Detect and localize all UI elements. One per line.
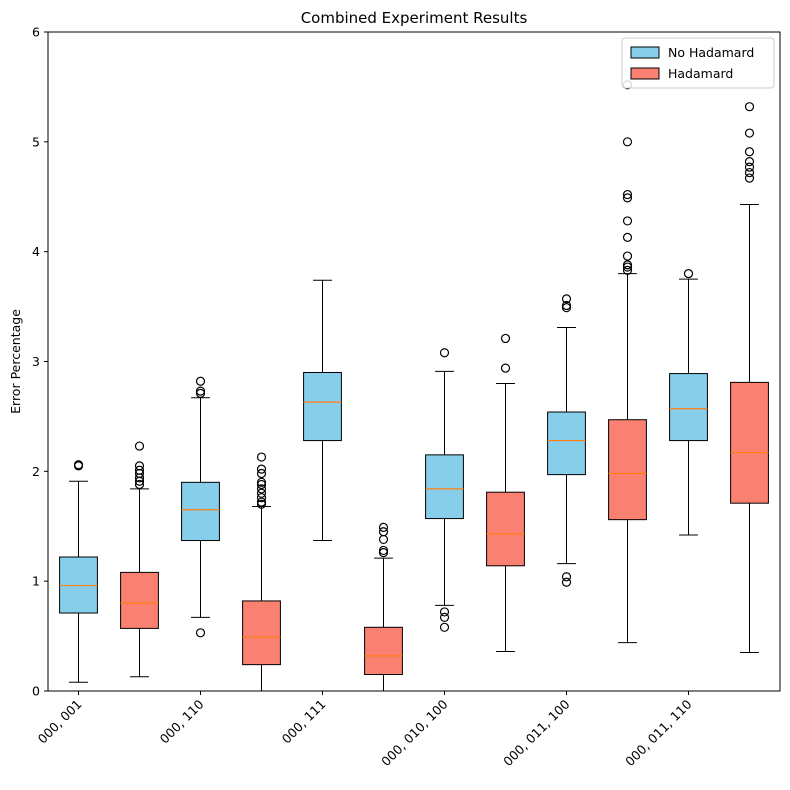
outlier-point xyxy=(378,527,389,537)
outlier-point xyxy=(439,607,450,617)
box-no-hadamard-000-111 xyxy=(303,279,342,542)
box-body xyxy=(547,411,586,476)
outlier-point xyxy=(378,545,389,556)
y-tick-label: 2 xyxy=(32,464,40,479)
x-axis: 000, 001 000, 110 000, 111 000, 010, 100 000… xyxy=(35,691,695,769)
y-axis-title: Error Percentage xyxy=(8,309,23,414)
box-hadamard-000-011-100 xyxy=(608,80,647,644)
outlier-point xyxy=(378,534,389,545)
outlier-point xyxy=(195,376,206,386)
outlier-point xyxy=(622,251,633,261)
outlier-point xyxy=(439,348,450,358)
box-body xyxy=(364,626,403,676)
outlier-point xyxy=(256,497,267,507)
outlier-point xyxy=(256,484,267,494)
outlier-point xyxy=(256,468,267,479)
outlier-point xyxy=(195,386,206,396)
outlier-point xyxy=(134,465,145,475)
box-no-hadamard-000-110 xyxy=(181,376,220,638)
y-tick-label: 5 xyxy=(32,134,40,149)
y-axis: 0 1 2 3 4 5 6 xyxy=(32,25,48,699)
box-no-hadamard-000-010-100 xyxy=(425,348,464,632)
legend-label-hadamard: Hadamard xyxy=(668,66,733,81)
box-no-hadamard-000-011-100 xyxy=(547,294,586,587)
box-hadamard-000-110 xyxy=(242,452,281,692)
legend-label-no-hadamard: No Hadamard xyxy=(668,45,754,60)
legend-frame xyxy=(621,37,775,89)
outlier-point xyxy=(744,167,755,178)
box-body xyxy=(242,600,281,666)
outlier-point xyxy=(256,493,267,503)
box-body xyxy=(425,454,464,520)
legend: No Hadamard Hadamard xyxy=(621,37,775,89)
outlier-point xyxy=(134,441,145,451)
outlier-point xyxy=(439,612,450,623)
box-body xyxy=(303,371,342,442)
outlier-point xyxy=(744,128,755,138)
outlier-point xyxy=(683,269,694,279)
outlier-point xyxy=(622,193,633,203)
outlier-point xyxy=(744,157,755,167)
outlier-point xyxy=(561,577,572,587)
chart-title: Combined Experiment Results xyxy=(301,9,528,27)
outlier-point xyxy=(439,622,450,632)
box-body xyxy=(486,491,525,567)
box-hadamard-000-011-110 xyxy=(730,102,769,654)
x-tick-label: 000, 111 xyxy=(279,697,329,747)
outlier-point xyxy=(195,628,206,638)
outlier-point xyxy=(622,232,633,242)
legend-swatch-hadamard xyxy=(630,67,660,80)
box-hadamard-000-001 xyxy=(120,441,159,678)
outlier-point xyxy=(744,102,755,112)
x-tick-label: 000, 011, 100 xyxy=(500,696,572,768)
y-tick-label: 3 xyxy=(32,354,40,369)
outlier-point xyxy=(561,572,572,582)
box-body xyxy=(730,381,769,504)
outlier-point xyxy=(256,464,267,474)
x-tick-label: 000, 110 xyxy=(157,696,207,746)
legend-swatch-no-hadamard xyxy=(630,46,660,59)
y-tick-label: 4 xyxy=(32,244,40,259)
outlier-point xyxy=(744,162,755,172)
box-body xyxy=(669,373,708,442)
outlier-point xyxy=(134,479,145,490)
x-tick-label: 000, 010, 100 xyxy=(378,696,450,768)
outlier-point xyxy=(134,461,145,471)
outlier-point xyxy=(256,452,267,462)
x-tick-label: 000, 011, 110 xyxy=(622,696,694,768)
box-no-hadamard-000-011-110 xyxy=(669,269,708,536)
y-tick-label: 0 xyxy=(32,684,40,699)
y-tick-label: 1 xyxy=(32,574,40,589)
box-hadamard-000-010-100 xyxy=(486,333,525,652)
outlier-point xyxy=(622,137,633,147)
outlier-point xyxy=(622,216,633,226)
outlier-point xyxy=(622,189,633,200)
outlier-point xyxy=(378,522,389,532)
outlier-point xyxy=(744,173,755,183)
outlier-point xyxy=(622,260,633,270)
box-no-hadamard-000-001 xyxy=(59,460,98,683)
y-tick-label: 6 xyxy=(32,25,40,40)
outlier-point xyxy=(256,488,267,498)
outlier-point xyxy=(500,333,511,344)
outlier-point xyxy=(561,300,572,311)
outlier-point xyxy=(744,147,755,157)
box-body xyxy=(608,419,647,521)
outlier-point xyxy=(500,363,511,373)
x-tick-label: 000, 001 xyxy=(35,697,85,747)
box-body xyxy=(181,481,220,542)
box-hadamard-000-111 xyxy=(364,522,403,692)
outlier-point xyxy=(256,477,267,487)
outlier-point xyxy=(73,460,84,470)
box-body xyxy=(120,571,159,629)
outlier-point xyxy=(622,265,633,275)
outlier-point xyxy=(561,294,572,304)
boxes-layer xyxy=(59,80,769,692)
